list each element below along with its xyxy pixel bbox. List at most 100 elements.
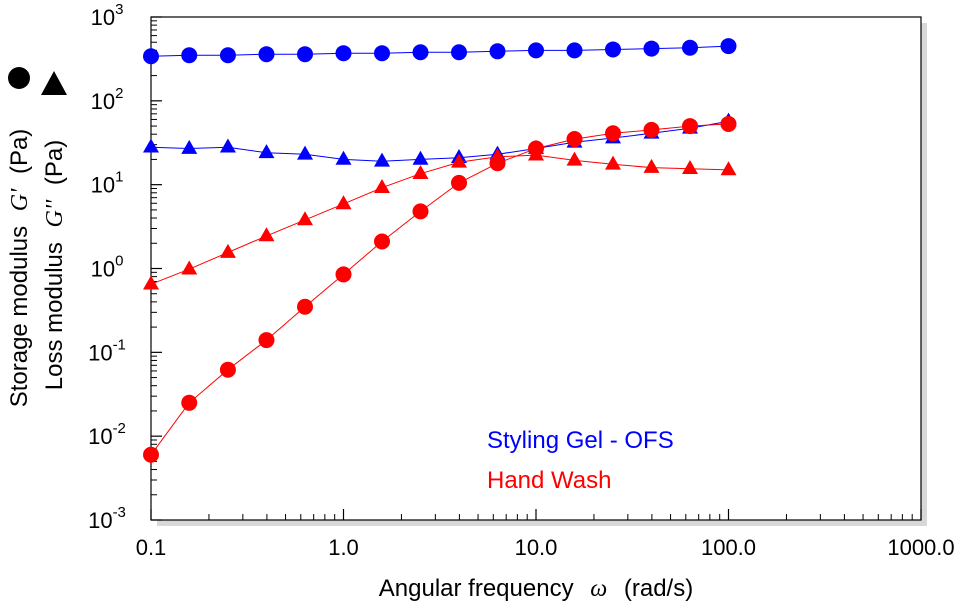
x-axis-title: Angular frequency ω (rad/s) [379,575,693,602]
y-tick-base: 10 [91,257,115,282]
data-point-circle [720,38,737,55]
series-styling-gel-ofs-storage [143,38,737,65]
y-tick-base: 10 [88,340,112,365]
series-line [150,45,729,57]
y-title-outer-symbol: G' [7,188,33,211]
y-tick-label: 10-3 [88,504,126,533]
data-point-circle [258,332,275,349]
x-title-text: Angular frequency [379,575,574,602]
data-point-circle [682,39,699,56]
data-point-triangle [258,144,275,159]
y-axis-title-outer: Storage modulus G' (Pa) [6,67,33,407]
y-tick-base: 10 [88,424,112,449]
data-point-circle [143,446,159,463]
y-tick-base: 10 [88,508,112,533]
series-hand-wash-loss [143,146,737,290]
data-point-circle [412,44,429,61]
y-tick-base: 10 [91,89,115,114]
legend-item-styling-gel: Styling Gel - OFS [487,427,674,454]
series-hand-wash-storage [143,115,737,463]
y-tick-exponent: 2 [115,85,123,102]
data-point-triangle [181,139,198,154]
y-tick-exponent: -3 [113,504,126,521]
y-tick-label: 10-1 [88,336,126,365]
x-tick-label: 0.1 [136,535,167,560]
x-title-symbol: ω [590,576,607,602]
data-point-circle [450,174,467,191]
y-title-inner-units: (Pa) [41,140,68,185]
data-point-triangle [374,152,391,167]
plot-area [150,16,922,521]
x-tick-label: 1000.0 [887,535,954,560]
data-point-circle [643,121,660,138]
data-point-triangle [720,161,737,176]
x-tick-label: 1.0 [328,535,359,560]
data-series [143,38,737,463]
data-point-triangle [219,243,236,258]
y-title-inner-text: Loss modulus [41,242,68,390]
data-point-circle [335,266,352,283]
data-point-triangle [412,150,429,165]
x-tick-label: 100.0 [701,535,756,560]
data-point-circle [605,125,622,142]
data-point-triangle [297,211,314,226]
data-point-circle [450,44,467,61]
y-tick-exponent: -1 [113,336,126,353]
legend: Styling Gel - OFS Hand Wash [487,427,674,494]
data-point-circle [374,233,391,250]
data-point-triangle [374,179,391,194]
data-point-triangle [335,195,352,210]
series-line [150,123,729,456]
data-point-circle [566,131,583,148]
y-title-outer-text: Storage modulus [6,226,33,407]
y-tick-label: 102 [91,85,124,114]
data-point-circle [374,45,391,62]
data-point-circle [605,41,622,58]
y-axis-title-inner: Loss modulus G'' (Pa) [41,71,68,390]
data-point-circle [335,45,352,62]
x-tick-label: 10.0 [515,535,558,560]
data-point-circle [643,40,660,57]
data-point-circle [258,46,275,63]
data-point-triangle [258,227,275,242]
data-point-circle [489,43,506,60]
data-point-circle [181,394,198,411]
data-point-circle [219,361,236,378]
y-title-outer-units: (Pa) [6,129,33,174]
y-tick-label: 100 [91,253,124,282]
data-point-circle [682,118,699,135]
data-point-circle [720,115,737,132]
series-line [150,154,729,285]
data-point-triangle [412,165,429,180]
data-point-triangle [682,160,699,175]
data-point-circle [412,203,429,220]
data-point-circle [528,42,544,59]
data-point-triangle [297,145,314,160]
y-title-inner-symbol: G'' [42,199,68,227]
data-point-circle [297,46,314,63]
y-tick-label: 10-2 [88,420,126,449]
data-point-triangle [181,260,198,275]
y-title-circle-marker [8,67,30,89]
y-title-triangle-marker [41,71,67,95]
data-point-triangle [335,150,352,165]
data-point-triangle [605,155,622,170]
data-point-triangle [566,151,583,166]
y-tick-exponent: 1 [115,169,123,186]
data-point-circle [297,298,314,315]
y-tick-exponent: 0 [115,253,123,270]
data-point-triangle [143,138,159,153]
data-point-triangle [528,146,544,161]
y-tick-exponent: -2 [113,420,126,437]
data-point-triangle [643,158,660,173]
data-point-circle [566,42,583,59]
data-point-triangle [489,148,506,163]
data-point-triangle [143,275,159,290]
y-tick-label: 101 [91,169,124,198]
legend-item-hand-wash: Hand Wash [487,467,612,494]
y-tick-exponent: 3 [115,1,123,18]
y-tick-base: 10 [91,173,115,198]
series-line [150,120,729,162]
